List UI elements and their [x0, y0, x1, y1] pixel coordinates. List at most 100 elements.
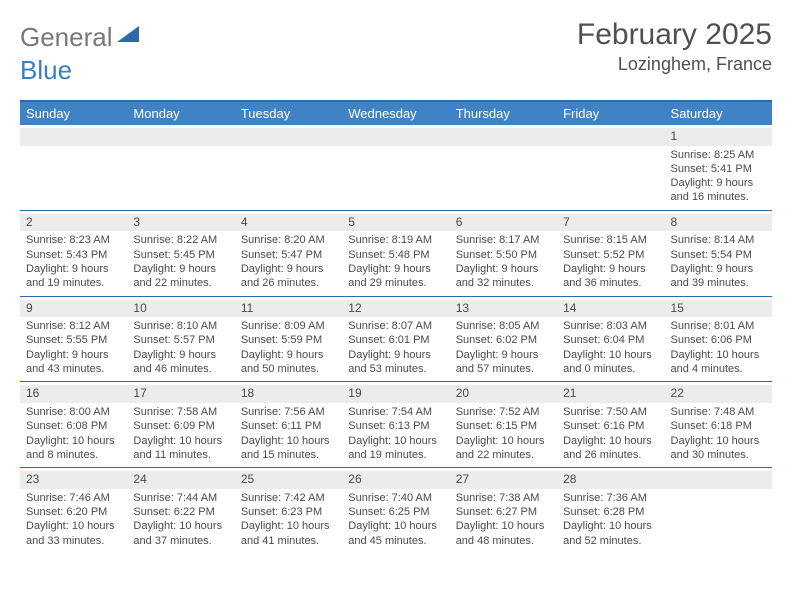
daylight-text: and 45 minutes. [348, 534, 443, 548]
logo-text-grey: General [20, 22, 113, 53]
day-number: 10 [127, 300, 234, 318]
sunrise-text: Sunrise: 8:20 AM [241, 233, 336, 247]
day-number: 7 [557, 214, 664, 232]
day-cell: 18Sunrise: 7:56 AMSunset: 6:11 PMDayligh… [235, 382, 342, 467]
sunrise-text: Sunrise: 8:19 AM [348, 233, 443, 247]
daylight-text: and 30 minutes. [671, 448, 766, 462]
month-title: February 2025 [577, 18, 772, 52]
sunrise-text: Sunrise: 8:09 AM [241, 319, 336, 333]
daylight-text: and 15 minutes. [241, 448, 336, 462]
week-row: 9Sunrise: 8:12 AMSunset: 5:55 PMDaylight… [20, 297, 772, 383]
day-number [342, 128, 449, 146]
day-cell: 21Sunrise: 7:50 AMSunset: 6:16 PMDayligh… [557, 382, 664, 467]
day-number: 24 [127, 471, 234, 489]
daylight-text: and 50 minutes. [241, 362, 336, 376]
daylight-text: Daylight: 9 hours [133, 348, 228, 362]
empty-cell [557, 125, 664, 210]
sunset-text: Sunset: 6:15 PM [456, 419, 551, 433]
sunrise-text: Sunrise: 7:40 AM [348, 491, 443, 505]
sunrise-text: Sunrise: 7:52 AM [456, 405, 551, 419]
day-number: 1 [665, 128, 772, 146]
sunrise-text: Sunrise: 7:38 AM [456, 491, 551, 505]
daylight-text: and 41 minutes. [241, 534, 336, 548]
day-cell: 3Sunrise: 8:22 AMSunset: 5:45 PMDaylight… [127, 211, 234, 296]
sunset-text: Sunset: 6:16 PM [563, 419, 658, 433]
daylight-text: and 22 minutes. [133, 276, 228, 290]
sunset-text: Sunset: 5:55 PM [26, 333, 121, 347]
day-number [450, 128, 557, 146]
day-cell: 5Sunrise: 8:19 AMSunset: 5:48 PMDaylight… [342, 211, 449, 296]
sunrise-text: Sunrise: 8:14 AM [671, 233, 766, 247]
location: Lozinghem, France [577, 54, 772, 75]
day-cell: 13Sunrise: 8:05 AMSunset: 6:02 PMDayligh… [450, 297, 557, 382]
day-number: 2 [20, 214, 127, 232]
week-row: 2Sunrise: 8:23 AMSunset: 5:43 PMDaylight… [20, 211, 772, 297]
empty-cell [665, 468, 772, 553]
weekday-header: Monday [127, 102, 234, 125]
day-cell: 28Sunrise: 7:36 AMSunset: 6:28 PMDayligh… [557, 468, 664, 553]
sunset-text: Sunset: 5:54 PM [671, 248, 766, 262]
sunrise-text: Sunrise: 8:17 AM [456, 233, 551, 247]
calendar: SundayMondayTuesdayWednesdayThursdayFrid… [20, 100, 772, 553]
sunrise-text: Sunrise: 7:44 AM [133, 491, 228, 505]
day-cell: 25Sunrise: 7:42 AMSunset: 6:23 PMDayligh… [235, 468, 342, 553]
sunset-text: Sunset: 6:28 PM [563, 505, 658, 519]
title-block: February 2025 Lozinghem, France [577, 18, 772, 75]
day-number: 14 [557, 300, 664, 318]
sunrise-text: Sunrise: 8:10 AM [133, 319, 228, 333]
sunset-text: Sunset: 5:50 PM [456, 248, 551, 262]
day-number: 20 [450, 385, 557, 403]
sunset-text: Sunset: 5:45 PM [133, 248, 228, 262]
daylight-text: and 52 minutes. [563, 534, 658, 548]
week-row: 1Sunrise: 8:25 AMSunset: 5:41 PMDaylight… [20, 125, 772, 211]
daylight-text: and 26 minutes. [563, 448, 658, 462]
daylight-text: and 53 minutes. [348, 362, 443, 376]
sunrise-text: Sunrise: 8:23 AM [26, 233, 121, 247]
daylight-text: and 32 minutes. [456, 276, 551, 290]
sunrise-text: Sunrise: 7:50 AM [563, 405, 658, 419]
day-cell: 20 Sunrise: 7:52 AMSunset: 6:15 PMDayligh… [450, 382, 557, 467]
day-number: 8 [665, 214, 772, 232]
day-number: 25 [235, 471, 342, 489]
day-number: 4 [235, 214, 342, 232]
logo-triangle-icon [117, 18, 139, 49]
sunrise-text: Sunrise: 7:48 AM [671, 405, 766, 419]
daylight-text: Daylight: 10 hours [456, 519, 551, 533]
day-number: 28 [557, 471, 664, 489]
empty-cell [127, 125, 234, 210]
sunrise-text: Sunrise: 8:07 AM [348, 319, 443, 333]
daylight-text: Daylight: 9 hours [348, 262, 443, 276]
sunrise-text: Sunrise: 7:56 AM [241, 405, 336, 419]
sunrise-text: Sunrise: 7:54 AM [348, 405, 443, 419]
daylight-text: Daylight: 10 hours [133, 519, 228, 533]
daylight-text: and 43 minutes. [26, 362, 121, 376]
daylight-text: Daylight: 10 hours [456, 434, 551, 448]
day-number: 3 [127, 214, 234, 232]
sunset-text: Sunset: 6:04 PM [563, 333, 658, 347]
daylight-text: Daylight: 10 hours [563, 434, 658, 448]
weekday-header: Thursday [450, 102, 557, 125]
day-number: 27 [450, 471, 557, 489]
day-cell: 17Sunrise: 7:58 AMSunset: 6:09 PMDayligh… [127, 382, 234, 467]
sunset-text: Sunset: 5:57 PM [133, 333, 228, 347]
sunset-text: Sunset: 5:48 PM [348, 248, 443, 262]
sunrise-text: Sunrise: 7:36 AM [563, 491, 658, 505]
sunset-text: Sunset: 6:11 PM [241, 419, 336, 433]
daylight-text: Daylight: 9 hours [671, 176, 766, 190]
day-cell: 11Sunrise: 8:09 AMSunset: 5:59 PMDayligh… [235, 297, 342, 382]
sunset-text: Sunset: 6:09 PM [133, 419, 228, 433]
daylight-text: and 19 minutes. [348, 448, 443, 462]
weekday-header: Wednesday [342, 102, 449, 125]
day-number: 26 [342, 471, 449, 489]
daylight-text: Daylight: 10 hours [671, 434, 766, 448]
sunrise-text: Sunrise: 8:05 AM [456, 319, 551, 333]
day-number: 15 [665, 300, 772, 318]
daylight-text: Daylight: 9 hours [241, 348, 336, 362]
day-number: 18 [235, 385, 342, 403]
weekday-header: Tuesday [235, 102, 342, 125]
logo-text-blue: Blue [20, 55, 72, 85]
daylight-text: Daylight: 9 hours [348, 348, 443, 362]
logo: General [20, 18, 139, 57]
sunset-text: Sunset: 5:52 PM [563, 248, 658, 262]
daylight-text: Daylight: 9 hours [456, 262, 551, 276]
